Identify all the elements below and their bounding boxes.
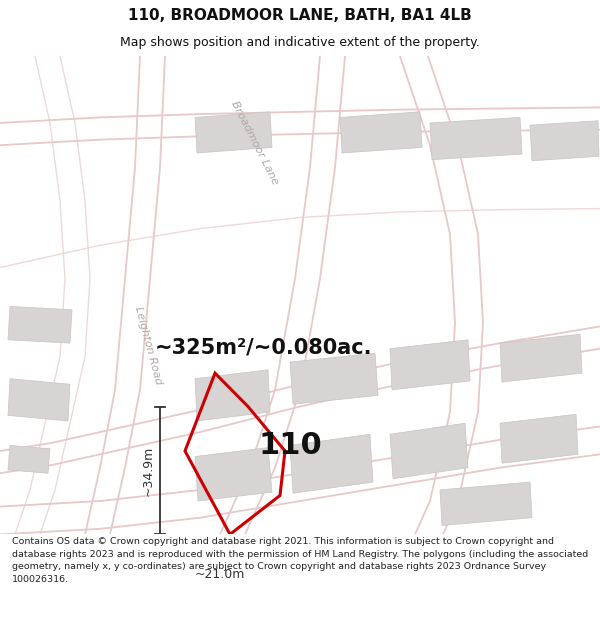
Polygon shape [195, 112, 272, 153]
Text: ~325m²/~0.080ac.: ~325m²/~0.080ac. [155, 338, 373, 357]
Polygon shape [290, 353, 378, 404]
Text: 110, BROADMOOR LANE, BATH, BA1 4LB: 110, BROADMOOR LANE, BATH, BA1 4LB [128, 8, 472, 23]
Polygon shape [390, 340, 470, 390]
Text: Contains OS data © Crown copyright and database right 2021. This information is : Contains OS data © Crown copyright and d… [12, 537, 588, 584]
Polygon shape [440, 482, 532, 526]
Text: ~34.9m: ~34.9m [142, 446, 155, 496]
Polygon shape [195, 370, 270, 421]
Polygon shape [8, 446, 50, 473]
Text: Map shows position and indicative extent of the property.: Map shows position and indicative extent… [120, 36, 480, 49]
Polygon shape [8, 379, 70, 421]
Polygon shape [530, 121, 599, 161]
Polygon shape [195, 448, 272, 501]
Text: Leighton Road: Leighton Road [133, 305, 163, 386]
Polygon shape [500, 334, 582, 382]
Text: 110: 110 [258, 431, 322, 460]
Text: Broadmoor Lane: Broadmoor Lane [230, 99, 280, 186]
Polygon shape [390, 423, 468, 479]
Polygon shape [430, 118, 522, 159]
Polygon shape [290, 434, 373, 493]
Polygon shape [8, 306, 72, 343]
Text: ~21.0m: ~21.0m [195, 568, 245, 581]
Polygon shape [340, 112, 422, 153]
Polygon shape [500, 414, 578, 463]
